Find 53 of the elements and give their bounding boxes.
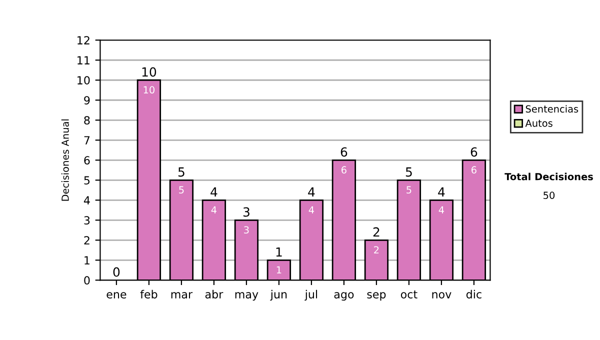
data-label: 2	[374, 246, 379, 254]
x-tick-label: ago	[334, 292, 354, 301]
x-tick-label: may	[235, 292, 258, 301]
x-tick-label: ene	[106, 292, 126, 298]
y-axis-title: Decisiones Anual	[61, 119, 69, 201]
x-tick-label: oct	[400, 290, 418, 298]
y-tick-label: 12	[78, 36, 90, 44]
x-tick-label: sep	[367, 292, 386, 301]
data-label: 5	[406, 186, 412, 194]
text: 50	[544, 192, 555, 199]
x-tick-label: mar	[171, 292, 193, 298]
total-label: 5	[178, 167, 184, 177]
x-tick-label: jul	[304, 290, 318, 301]
text: Total Decisiones	[504, 172, 593, 180]
y-tick-label: 1	[84, 256, 90, 264]
data-label: 4	[211, 206, 216, 214]
y-tick-label: 4	[84, 196, 90, 204]
y-tick-label: 7	[84, 136, 90, 144]
total-label: 6	[470, 147, 478, 157]
total-label: 1	[276, 247, 282, 257]
total-label: 5	[406, 167, 412, 177]
data-label: 4	[438, 206, 444, 214]
x-tick-label: nov	[432, 292, 452, 298]
x-tick-label: feb	[140, 290, 158, 298]
y-tick-label: 2	[84, 236, 90, 244]
data-label: 6	[472, 166, 476, 174]
x-tick-label: jun	[270, 290, 287, 301]
data-label: 10	[144, 86, 154, 94]
data-label: 5	[179, 186, 184, 194]
x-tick-label: abr	[205, 290, 224, 298]
y-tick-label: 3	[84, 216, 90, 225]
total-label: 2	[373, 227, 380, 237]
x-tick-label: dic	[466, 290, 482, 298]
total-label: 4	[210, 187, 218, 197]
data-label: 6	[342, 166, 346, 174]
total-label: 3	[243, 207, 250, 217]
legend-label: Sentencias	[526, 105, 578, 113]
data-label: 3	[244, 226, 249, 234]
total-label: 6	[340, 147, 348, 157]
total-label: 10	[142, 67, 156, 77]
legend-label: Autos	[525, 120, 552, 127]
data-label: 4	[308, 206, 314, 214]
data-label: 1	[276, 266, 282, 274]
y-tick-label: 5	[84, 176, 90, 185]
y-tick-label: 0	[84, 276, 90, 285]
total-label: 4	[308, 187, 315, 197]
y-tick-label: 10	[78, 76, 90, 85]
y-tick-label: 9	[84, 96, 90, 105]
total-label: 0	[113, 267, 120, 277]
y-tick-label: 8	[84, 116, 90, 125]
total-label: 4	[438, 187, 445, 197]
y-tick-label: 11	[78, 56, 90, 64]
y-tick-label: 6	[84, 156, 90, 165]
